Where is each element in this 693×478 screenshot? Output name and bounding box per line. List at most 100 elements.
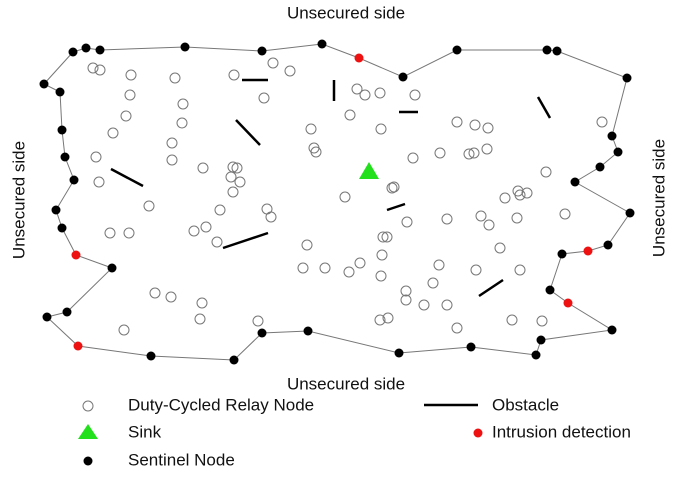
relay-node [225,171,237,183]
relay-node [118,324,130,336]
sentinel-node [570,177,580,187]
obstacle [386,202,406,212]
relay-node [374,314,386,326]
sentinel-node [180,42,190,52]
sentinel-node [60,152,70,162]
side-label: Unsecured side [649,139,668,257]
relay-node [514,189,526,201]
sentinel-node [557,249,567,259]
relay-node [401,216,413,228]
sentinel-node [622,73,632,83]
sentinel-node [146,351,156,361]
relay-node [93,176,105,188]
relay-node [265,211,277,223]
obstacle [235,119,261,146]
sentinel-node [57,125,67,135]
sentinel-node [62,307,72,317]
sentinel-node [607,325,617,335]
relay-node [468,147,480,159]
sentinel-node [57,223,67,233]
relay-node [188,225,200,237]
relay-node [374,87,386,99]
relay-node [469,119,481,131]
relay-node [339,191,351,203]
legend-intrusion [473,428,483,438]
legend-label: Sink [128,422,162,441]
relay-node [297,262,309,274]
relay-node [301,239,313,251]
relay-node [375,123,387,135]
relay-node [308,142,320,154]
sentinel-node [466,342,476,352]
relay-node [211,236,223,248]
relay-node [400,285,412,297]
sentinel-node [42,312,52,322]
sentinel-node [81,43,91,53]
obstacle [536,96,552,119]
relay-node [258,92,270,104]
relay-node [418,299,430,311]
relay-node [125,69,137,81]
relay-node [441,299,453,311]
relay-node [104,227,116,239]
relay-node [463,148,475,160]
relay-node [90,151,102,163]
relay-node [120,110,132,122]
relay-node [107,127,119,139]
relay-node [400,294,412,306]
sentinel-node [229,355,239,365]
side-label: Unsecured side [287,374,405,393]
sentinel-node [69,175,79,185]
obstacle [222,231,269,250]
sentinel-node [257,328,267,338]
relay-node [494,242,506,254]
relay-node [483,219,495,231]
relay-node [427,277,439,289]
relay-node [499,192,511,204]
relay-node [149,287,161,299]
legend-label: Obstacle [492,395,559,414]
relay-node [451,322,463,334]
sentinel-node [536,335,546,345]
legend: Duty-Cycled Relay Node Obstacle Sink Int… [78,395,631,469]
sentinel-node [68,47,78,57]
relay-node [481,143,493,155]
perimeter-link [43,43,631,361]
relay-node [441,213,453,225]
relay-node [382,312,394,324]
sentinel-node [398,72,408,82]
relay-node [359,89,371,101]
sentinel-node [603,240,613,250]
sentinel-node [607,131,617,141]
relay-node [228,69,240,81]
relay-node [166,154,178,166]
relay-node [376,249,388,261]
relay-node [165,291,177,303]
sentinel-node [545,285,555,295]
relay-node [227,186,239,198]
relay-node [409,89,421,101]
sentinel-node [317,39,327,49]
sentinel-node [552,46,562,56]
obstacle [110,167,144,188]
side-label: Unsecured side [287,3,405,22]
sentinel-node [613,147,623,157]
network [39,39,635,365]
legend-label: Duty-Cycled Relay Node [128,395,314,414]
relay-node [540,166,552,178]
sentinel-node [595,162,605,172]
relay-node [267,57,279,69]
legend-label: Intrusion detection [492,422,631,441]
relay-node [200,221,212,233]
relay-node [381,231,393,243]
relay-node [511,212,523,224]
relay-node [305,123,317,135]
relay-node [176,117,188,129]
relay-node [177,98,189,110]
sentinel-node [531,350,541,360]
relay-node [596,116,608,128]
relay-node [386,182,398,194]
legend-relay [82,400,94,412]
sentinel-node [95,45,105,55]
